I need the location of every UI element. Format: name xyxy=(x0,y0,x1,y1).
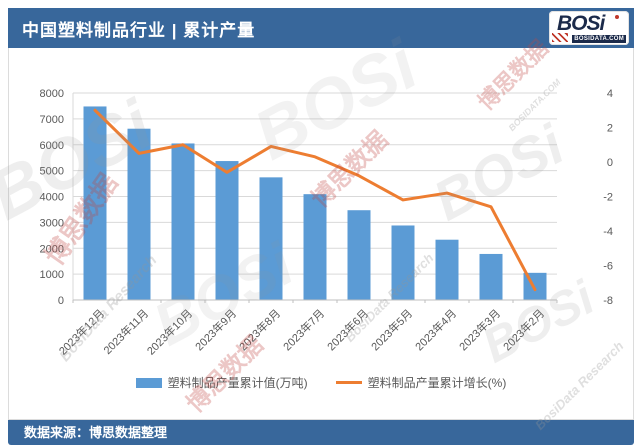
left-axis-label: 6000 xyxy=(40,140,64,152)
left-axis-label: 3000 xyxy=(40,217,64,229)
x-axis-label: 2023年4月 xyxy=(412,306,459,353)
legend-item-line: 塑料制品产量累计增长(%) xyxy=(335,374,507,391)
bar-2023年5月 xyxy=(391,225,415,300)
line-series-label: 塑料制品产量累计增长(%) xyxy=(367,376,507,390)
bar-series-label: 塑料制品产量累计值(万吨) xyxy=(167,376,308,390)
bar-2023年3月 xyxy=(479,253,503,300)
left-axis-label: 7000 xyxy=(40,114,64,126)
left-axis-label: 5000 xyxy=(40,166,64,178)
data-source-label: 数据来源：博思数据整理 xyxy=(24,425,168,440)
left-axis-label: 0 xyxy=(58,295,64,307)
right-axis-label: 2 xyxy=(607,123,613,135)
right-axis-label: -8 xyxy=(603,295,613,307)
footer: 数据来源：博思数据整理 xyxy=(8,420,634,445)
bar-2023年9月 xyxy=(215,161,239,300)
line-series-swatch xyxy=(335,381,362,384)
x-axis-label: 2023年2月 xyxy=(500,306,547,353)
legend-item-bar: 塑料制品产量累计值(万吨) xyxy=(135,374,308,391)
growth-line xyxy=(93,108,537,292)
x-axis-label: 2023年5月 xyxy=(368,306,415,353)
bar-2023年6月 xyxy=(347,210,371,300)
bosi-logo-stripes-icon xyxy=(552,33,568,42)
bar-2023年12月 xyxy=(83,106,107,300)
x-axis-label: 2023年11月 xyxy=(100,306,151,357)
left-axis-label: 2000 xyxy=(40,243,64,255)
bosi-logo-domain: BOSIDATA.COM xyxy=(572,35,626,43)
bar-2023年4月 xyxy=(435,239,459,300)
x-axis-label: 2023年12月 xyxy=(56,306,107,357)
legend: 塑料制品产量累计值(万吨) 塑料制品产量累计增长(%) xyxy=(9,374,633,391)
x-axis-label: 2023年6月 xyxy=(324,306,371,353)
bar-2023年8月 xyxy=(259,177,283,300)
left-axis-label: 8000 xyxy=(40,88,64,100)
x-axis-label: 2023年9月 xyxy=(192,306,239,353)
right-axis-label: 0 xyxy=(607,157,613,169)
right-axis-label: -4 xyxy=(603,226,613,238)
left-axis-label: 1000 xyxy=(40,269,64,281)
left-axis-label: 4000 xyxy=(40,192,64,204)
bar-2023年7月 xyxy=(303,194,327,300)
combo-chart: 0 1000 2000 3000 4000 5000 6000 7000 8000 4 2 0 -2 -4… xyxy=(40,88,613,358)
page-title: 中国塑料制品行业 | 累计产量 xyxy=(22,20,256,40)
bar-2023年11月 xyxy=(127,128,151,300)
bar-series-swatch xyxy=(135,377,162,388)
header: 中国塑料制品行业 | 累计产量 BOSi BOSIDATA.COM xyxy=(8,8,634,48)
right-axis-label: -2 xyxy=(603,192,613,204)
x-axis-label: 2023年8月 xyxy=(236,306,283,353)
bar-2023年10月 xyxy=(171,143,195,300)
x-axis-label: 2023年3月 xyxy=(456,306,503,353)
x-axis-label: 2023年7月 xyxy=(280,306,327,353)
bosi-logo-text: BOSi xyxy=(557,12,605,35)
bosi-logo: BOSi BOSIDATA.COM xyxy=(549,11,629,45)
bosi-logo-dot-icon xyxy=(615,15,619,19)
x-axis-label: 2023年10月 xyxy=(144,306,195,357)
right-axis-label: -6 xyxy=(603,261,613,273)
chart-panel: 0 1000 2000 3000 4000 5000 6000 7000 8000 4 2 0 -2 -4… xyxy=(8,48,634,420)
right-axis-label: 4 xyxy=(607,88,613,100)
